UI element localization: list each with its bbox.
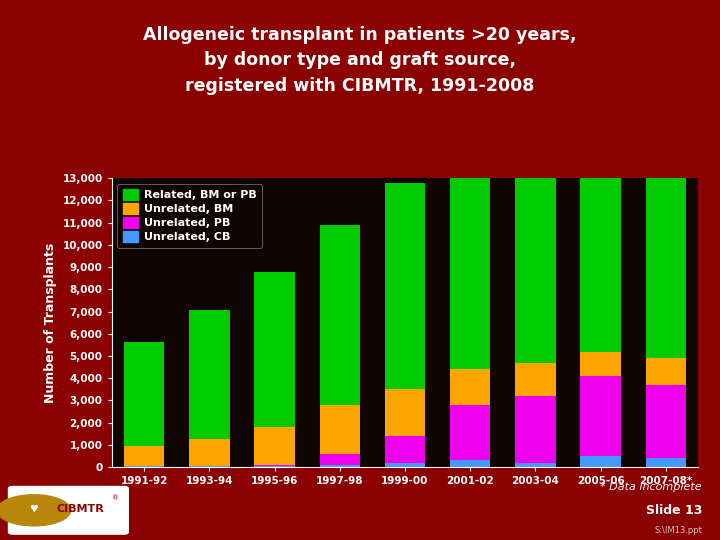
Bar [254, 465, 294, 466]
Bar [384, 436, 426, 463]
Bar [320, 225, 360, 405]
Text: Slide 13: Slide 13 [646, 504, 702, 517]
Text: * Data incomplete: * Data incomplete [600, 482, 702, 492]
Bar [189, 440, 230, 466]
Text: ♥: ♥ [30, 504, 38, 514]
Bar [516, 158, 556, 363]
Bar [450, 461, 490, 467]
Bar [189, 466, 230, 467]
Bar [124, 466, 164, 467]
Bar [516, 463, 556, 467]
Bar [450, 158, 490, 369]
Bar [516, 396, 556, 463]
Legend: Related, BM or PB, Unrelated, BM, Unrelated, PB, Unrelated, CB: Related, BM or PB, Unrelated, BM, Unrela… [117, 184, 262, 248]
Bar [254, 272, 294, 427]
Bar [254, 427, 294, 465]
Bar [580, 123, 621, 352]
Bar [646, 163, 686, 358]
Bar [580, 352, 621, 376]
Bar [580, 376, 621, 456]
Bar [254, 466, 294, 467]
Bar [384, 389, 426, 436]
Bar [189, 310, 230, 440]
Y-axis label: Number of Transplants: Number of Transplants [44, 242, 57, 403]
Bar [516, 363, 556, 396]
Bar [646, 385, 686, 458]
Bar [646, 358, 686, 385]
Bar [384, 183, 426, 389]
Text: by donor type and graft source,: by donor type and graft source, [204, 51, 516, 70]
Bar [320, 454, 360, 465]
FancyBboxPatch shape [9, 487, 128, 534]
Bar [124, 446, 164, 466]
Text: Allogeneic transplant in patients >20 years,: Allogeneic transplant in patients >20 ye… [143, 26, 577, 44]
Bar [320, 465, 360, 467]
Bar [450, 369, 490, 405]
Text: CIBMTR: CIBMTR [56, 504, 104, 514]
Circle shape [0, 495, 71, 526]
Bar [450, 405, 490, 461]
Bar [384, 463, 426, 467]
Text: registered with CIBMTR, 1991-2008: registered with CIBMTR, 1991-2008 [185, 77, 535, 95]
Bar [320, 405, 360, 454]
Bar [646, 458, 686, 467]
Bar [580, 456, 621, 467]
Bar [124, 341, 164, 446]
Text: ®: ® [112, 495, 120, 501]
Text: S:\IM13.ppt: S:\IM13.ppt [654, 526, 702, 535]
